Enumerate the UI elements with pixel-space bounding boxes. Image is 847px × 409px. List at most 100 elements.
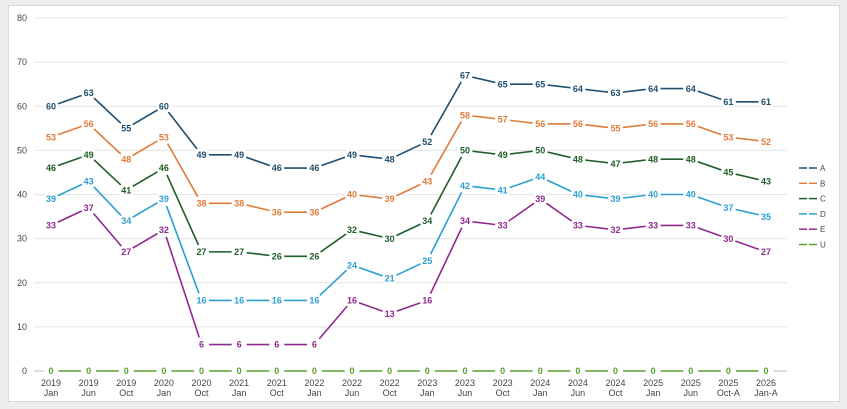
data-point-E[interactable] xyxy=(758,244,774,260)
data-point-A[interactable] xyxy=(306,160,322,176)
data-point-U[interactable] xyxy=(118,363,134,379)
data-point-E[interactable] xyxy=(306,337,322,353)
data-point-A[interactable] xyxy=(683,81,699,97)
data-point-U[interactable] xyxy=(495,363,511,379)
data-point-U[interactable] xyxy=(194,363,210,379)
data-point-D[interactable] xyxy=(269,292,285,308)
data-point-E[interactable] xyxy=(570,217,586,233)
data-point-U[interactable] xyxy=(758,363,774,379)
data-point-C[interactable] xyxy=(269,248,285,264)
legend-entry-B[interactable]: B xyxy=(820,179,825,188)
data-point-A[interactable] xyxy=(194,147,210,163)
data-point-B[interactable] xyxy=(194,195,210,211)
data-point-D[interactable] xyxy=(231,292,247,308)
data-point-B[interactable] xyxy=(81,116,97,132)
data-point-B[interactable] xyxy=(344,187,360,202)
data-point-E[interactable] xyxy=(645,217,661,233)
data-point-C[interactable] xyxy=(231,244,247,260)
data-point-B[interactable] xyxy=(269,204,285,220)
data-point-A[interactable] xyxy=(156,98,172,114)
data-point-D[interactable] xyxy=(81,173,97,189)
data-point-C[interactable] xyxy=(720,164,736,180)
data-point-C[interactable] xyxy=(382,231,398,247)
data-point-D[interactable] xyxy=(532,169,548,185)
data-point-E[interactable] xyxy=(194,337,210,353)
data-point-U[interactable] xyxy=(457,363,473,379)
data-point-A[interactable] xyxy=(231,147,247,163)
data-point-A[interactable] xyxy=(81,85,97,101)
data-point-A[interactable] xyxy=(532,76,548,92)
data-point-E[interactable] xyxy=(532,191,548,207)
data-point-B[interactable] xyxy=(382,191,398,207)
data-point-D[interactable] xyxy=(194,292,210,308)
legend-entry-U[interactable]: U xyxy=(820,241,826,250)
data-point-D[interactable] xyxy=(306,292,322,308)
data-point-E[interactable] xyxy=(607,222,623,238)
data-point-U[interactable] xyxy=(231,363,247,379)
data-point-U[interactable] xyxy=(607,363,623,379)
data-point-C[interactable] xyxy=(156,160,172,176)
legend-entry-D[interactable]: D xyxy=(820,210,826,219)
data-point-E[interactable] xyxy=(231,337,247,353)
data-point-B[interactable] xyxy=(306,204,322,220)
data-point-D[interactable] xyxy=(156,191,172,207)
data-point-U[interactable] xyxy=(720,363,736,379)
data-point-D[interactable] xyxy=(457,178,473,194)
data-point-E[interactable] xyxy=(683,217,699,233)
data-point-A[interactable] xyxy=(607,85,623,101)
data-point-D[interactable] xyxy=(720,200,736,216)
data-point-D[interactable] xyxy=(344,257,360,273)
data-point-A[interactable] xyxy=(645,81,661,97)
data-point-U[interactable] xyxy=(344,363,360,379)
data-point-U[interactable] xyxy=(683,363,699,379)
data-point-E[interactable] xyxy=(495,217,511,233)
data-point-A[interactable] xyxy=(495,76,511,92)
data-point-E[interactable] xyxy=(81,200,97,216)
data-point-C[interactable] xyxy=(81,147,97,163)
data-point-A[interactable] xyxy=(758,94,774,110)
data-point-C[interactable] xyxy=(758,173,774,189)
data-point-B[interactable] xyxy=(419,173,435,189)
data-point-D[interactable] xyxy=(118,213,134,229)
data-point-C[interactable] xyxy=(607,156,623,172)
data-point-D[interactable] xyxy=(607,191,623,207)
data-point-B[interactable] xyxy=(156,129,172,145)
data-point-U[interactable] xyxy=(269,363,285,379)
data-point-B[interactable] xyxy=(495,111,511,127)
data-point-B[interactable] xyxy=(43,129,59,145)
data-point-E[interactable] xyxy=(156,222,172,238)
data-point-C[interactable] xyxy=(419,213,435,229)
data-point-E[interactable] xyxy=(419,292,435,308)
data-point-A[interactable] xyxy=(419,134,435,150)
data-point-C[interactable] xyxy=(457,142,473,158)
data-point-B[interactable] xyxy=(758,134,774,150)
data-point-E[interactable] xyxy=(457,213,473,229)
data-point-A[interactable] xyxy=(43,98,59,114)
data-point-D[interactable] xyxy=(758,209,774,225)
data-point-C[interactable] xyxy=(645,151,661,167)
data-point-B[interactable] xyxy=(457,107,473,123)
data-point-C[interactable] xyxy=(118,182,134,198)
data-point-A[interactable] xyxy=(269,160,285,176)
data-point-C[interactable] xyxy=(495,147,511,163)
data-point-C[interactable] xyxy=(683,151,699,167)
data-point-C[interactable] xyxy=(306,248,322,264)
data-point-E[interactable] xyxy=(118,244,134,260)
data-point-U[interactable] xyxy=(81,363,97,379)
data-point-U[interactable] xyxy=(570,363,586,379)
data-point-E[interactable] xyxy=(269,337,285,353)
data-point-U[interactable] xyxy=(156,363,172,379)
data-point-C[interactable] xyxy=(344,222,360,238)
data-point-C[interactable] xyxy=(532,142,548,158)
data-point-B[interactable] xyxy=(231,195,247,211)
data-point-U[interactable] xyxy=(419,363,435,379)
legend-entry-C[interactable]: C xyxy=(820,195,826,204)
data-point-B[interactable] xyxy=(645,116,661,132)
data-point-D[interactable] xyxy=(570,187,586,202)
data-point-E[interactable] xyxy=(720,231,736,247)
data-point-E[interactable] xyxy=(43,217,59,233)
data-point-D[interactable] xyxy=(683,187,699,202)
data-point-D[interactable] xyxy=(419,253,435,269)
data-point-B[interactable] xyxy=(607,120,623,136)
